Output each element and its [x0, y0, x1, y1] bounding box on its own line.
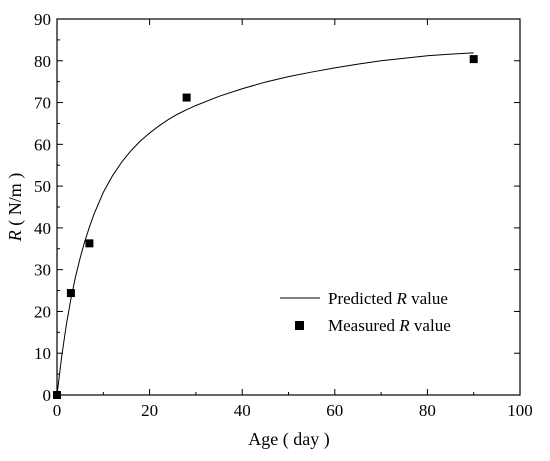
legend-label-predicted: Predicted R value: [328, 289, 448, 308]
plot-border: [56, 18, 521, 396]
x-tick-label: 80: [419, 401, 436, 420]
x-axis-ticks: 0 20 40 60 80 100: [53, 19, 533, 420]
x-tick-label: 40: [234, 401, 251, 420]
measured-point: [66, 289, 75, 298]
predicted-curve: [56, 52, 474, 396]
plot-frame: [56, 18, 521, 396]
y-axis-ticks: 0 10 20 30 40 50 60 70 80 90: [34, 10, 520, 405]
y-axis-label-unit: ( N/m ): [5, 173, 26, 231]
y-tick-label: 70: [34, 94, 51, 113]
measured-point: [469, 55, 478, 64]
series-layer: [53, 52, 478, 399]
y-tick-label: 90: [34, 10, 51, 29]
legend-label-measured: Measured R value: [328, 316, 451, 335]
measured-point: [53, 391, 61, 399]
y-axis-label-symbol: R: [5, 230, 25, 242]
measured-point: [182, 93, 191, 102]
y-tick-label: 0: [43, 386, 52, 405]
x-tick-label: 100: [507, 401, 533, 420]
measured-point: [85, 239, 94, 248]
y-tick-label: 80: [34, 52, 51, 71]
y-tick-label: 30: [34, 261, 51, 280]
y-tick-label: 20: [34, 302, 51, 321]
x-axis-label: Age ( day ): [248, 429, 329, 450]
y-tick-label: 40: [34, 219, 51, 238]
x-tick-label: 0: [53, 401, 62, 420]
y-tick-label: 60: [34, 135, 51, 154]
legend-square-symbol: [295, 321, 304, 330]
y-tick-label: 10: [34, 344, 51, 363]
x-tick-label: 60: [326, 401, 343, 420]
y-tick-label: 50: [34, 177, 51, 196]
y-axis-label: R ( N/m ): [5, 173, 26, 243]
x-tick-label: 20: [141, 401, 158, 420]
legend: Predicted R value Measured R value: [280, 289, 451, 335]
